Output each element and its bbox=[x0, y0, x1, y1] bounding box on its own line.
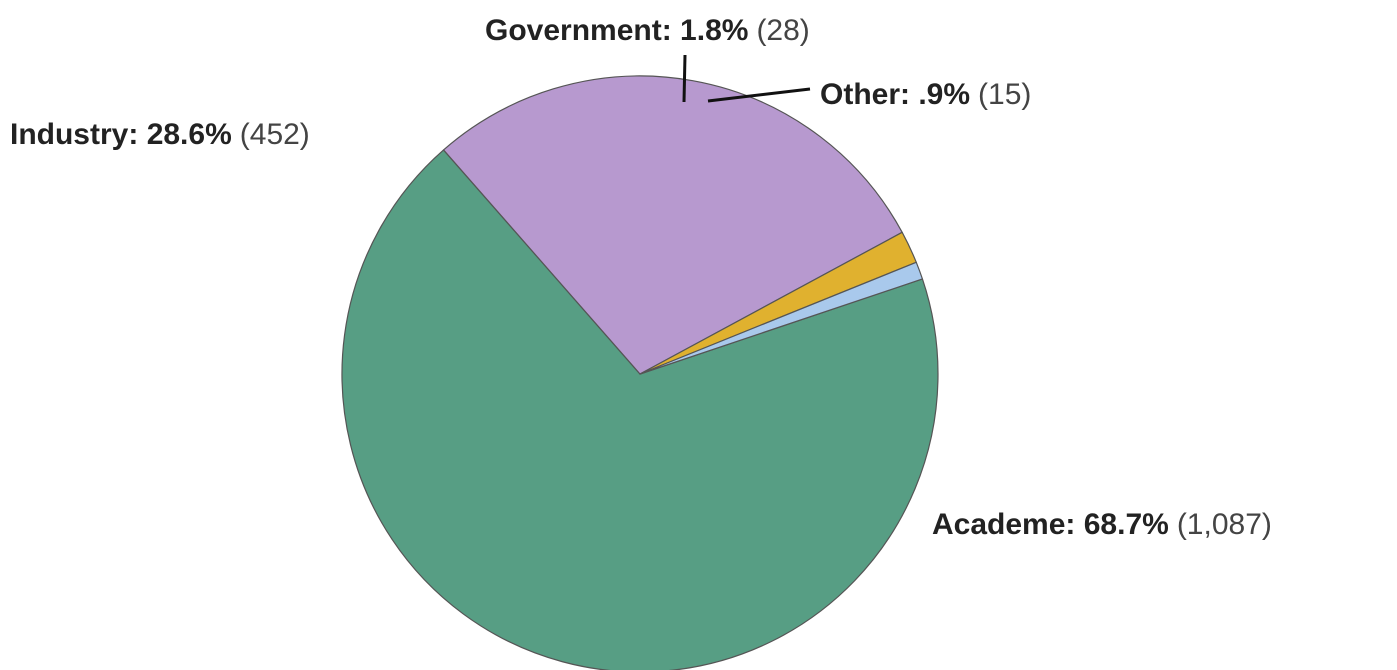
slice-industry bbox=[442, 75, 903, 375]
slices-layer bbox=[341, 75, 939, 670]
label-government: Government: 1.8% (28) bbox=[485, 14, 810, 47]
leader-lines bbox=[682, 54, 811, 103]
leader-line-government bbox=[682, 54, 687, 103]
label-industry: Industry: 28.6% (452) bbox=[10, 118, 310, 151]
slice-academe bbox=[341, 149, 939, 670]
label-other: Other: .9% (15) bbox=[820, 78, 1031, 111]
leader-line-other bbox=[707, 87, 811, 103]
slice-other bbox=[639, 261, 924, 375]
label-academe: Academe: 68.7% (1,087) bbox=[932, 508, 1272, 541]
